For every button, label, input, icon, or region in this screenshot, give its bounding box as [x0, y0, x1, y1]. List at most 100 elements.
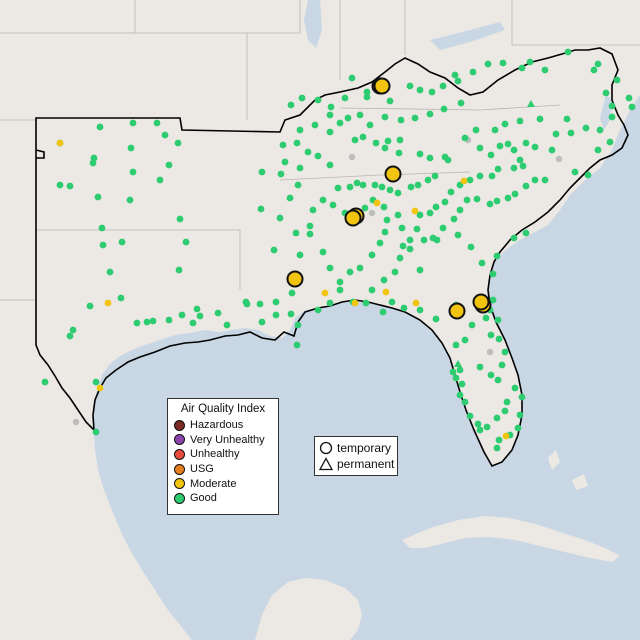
- station-good-marker[interactable]: [426, 209, 434, 217]
- station-good-marker[interactable]: [165, 161, 173, 169]
- station-good-marker[interactable]: [416, 150, 424, 158]
- station-good-marker[interactable]: [117, 294, 125, 302]
- station-good-marker[interactable]: [258, 318, 266, 326]
- station-good-marker[interactable]: [326, 264, 334, 272]
- station-good-marker[interactable]: [567, 129, 575, 137]
- station-good-marker[interactable]: [386, 97, 394, 105]
- station-good-marker[interactable]: [92, 428, 100, 436]
- station-good-marker[interactable]: [326, 299, 334, 307]
- station-good-marker[interactable]: [424, 176, 432, 184]
- station-good-marker[interactable]: [304, 148, 312, 156]
- station-good-marker[interactable]: [606, 138, 614, 146]
- station-no-data-marker[interactable]: [555, 155, 563, 163]
- station-good-marker[interactable]: [326, 111, 334, 119]
- station-good-marker[interactable]: [594, 60, 602, 68]
- station-no-data-marker[interactable]: [72, 418, 80, 426]
- station-good-marker[interactable]: [441, 198, 449, 206]
- station-good-marker[interactable]: [531, 143, 539, 151]
- station-good-marker[interactable]: [336, 278, 344, 286]
- station-good-marker[interactable]: [196, 312, 204, 320]
- station-good-marker[interactable]: [306, 222, 314, 230]
- station-good-marker[interactable]: [356, 264, 364, 272]
- station-good-marker[interactable]: [388, 298, 396, 306]
- station-moderate-temporary-marker[interactable]: [344, 209, 362, 227]
- station-good-marker[interactable]: [314, 152, 322, 160]
- station-good-marker[interactable]: [456, 391, 464, 399]
- station-good-marker[interactable]: [494, 165, 502, 173]
- station-good-marker[interactable]: [149, 317, 157, 325]
- station-good-marker[interactable]: [336, 286, 344, 294]
- station-good-marker[interactable]: [406, 236, 414, 244]
- station-good-marker[interactable]: [380, 276, 388, 284]
- station-good-marker[interactable]: [363, 88, 371, 96]
- station-good-marker[interactable]: [396, 254, 404, 262]
- station-good-marker[interactable]: [416, 306, 424, 314]
- station-good-marker[interactable]: [386, 186, 394, 194]
- station-good-marker[interactable]: [504, 140, 512, 148]
- station-good-marker[interactable]: [489, 296, 497, 304]
- station-good-marker[interactable]: [272, 298, 280, 306]
- station-good-marker[interactable]: [476, 426, 484, 434]
- station-good-marker[interactable]: [398, 224, 406, 232]
- station-good-marker[interactable]: [66, 332, 74, 340]
- station-good-marker[interactable]: [416, 266, 424, 274]
- station-good-marker[interactable]: [406, 245, 414, 253]
- station-good-marker[interactable]: [394, 189, 402, 197]
- station-good-marker[interactable]: [298, 94, 306, 102]
- station-good-marker[interactable]: [522, 182, 530, 190]
- station-moderate-marker[interactable]: [411, 207, 419, 215]
- station-good-marker[interactable]: [359, 181, 367, 189]
- station-good-marker[interactable]: [439, 224, 447, 232]
- station-good-marker[interactable]: [454, 231, 462, 239]
- station-good-marker[interactable]: [276, 214, 284, 222]
- station-good-marker[interactable]: [292, 229, 300, 237]
- station-good-marker[interactable]: [489, 270, 497, 278]
- station-good-marker[interactable]: [129, 119, 137, 127]
- station-moderate-marker[interactable]: [373, 199, 381, 207]
- station-good-marker[interactable]: [363, 93, 371, 101]
- station-good-marker[interactable]: [510, 146, 518, 154]
- station-moderate-marker[interactable]: [460, 177, 468, 185]
- station-good-marker[interactable]: [608, 102, 616, 110]
- station-good-marker[interactable]: [272, 311, 280, 319]
- station-good-marker[interactable]: [319, 196, 327, 204]
- station-good-marker[interactable]: [294, 181, 302, 189]
- station-good-marker[interactable]: [488, 172, 496, 180]
- station-good-marker[interactable]: [522, 229, 530, 237]
- station-good-marker[interactable]: [368, 251, 376, 259]
- station-good-marker[interactable]: [326, 161, 334, 169]
- station-good-marker[interactable]: [336, 119, 344, 127]
- station-good-marker[interactable]: [541, 176, 549, 184]
- station-good-marker[interactable]: [257, 205, 265, 213]
- station-good-marker[interactable]: [487, 371, 495, 379]
- station-good-marker[interactable]: [476, 363, 484, 371]
- station-good-marker[interactable]: [433, 236, 441, 244]
- station-good-marker[interactable]: [484, 60, 492, 68]
- station-good-marker[interactable]: [454, 77, 462, 85]
- station-good-marker[interactable]: [381, 113, 389, 121]
- station-good-marker[interactable]: [319, 248, 327, 256]
- station-no-data-marker[interactable]: [368, 209, 376, 217]
- station-good-marker[interactable]: [407, 183, 415, 191]
- station-good-marker[interactable]: [503, 398, 511, 406]
- station-good-marker[interactable]: [495, 436, 503, 444]
- station-good-marker[interactable]: [469, 68, 477, 76]
- station-good-marker[interactable]: [287, 310, 295, 318]
- station-good-marker[interactable]: [501, 120, 509, 128]
- station-good-marker[interactable]: [243, 300, 251, 308]
- station-good-marker[interactable]: [346, 183, 354, 191]
- station-good-marker[interactable]: [494, 316, 502, 324]
- station-good-marker[interactable]: [501, 348, 509, 356]
- station-good-marker[interactable]: [493, 197, 501, 205]
- station-good-marker[interactable]: [379, 308, 387, 316]
- station-good-marker[interactable]: [458, 380, 466, 388]
- station-good-marker[interactable]: [311, 121, 319, 129]
- station-good-marker[interactable]: [426, 154, 434, 162]
- station-good-marker[interactable]: [279, 141, 287, 149]
- station-good-marker[interactable]: [510, 234, 518, 242]
- station-good-marker[interactable]: [563, 115, 571, 123]
- station-good-marker[interactable]: [564, 48, 572, 56]
- station-good-marker[interactable]: [129, 168, 137, 176]
- station-good-marker[interactable]: [193, 305, 201, 313]
- station-good-marker[interactable]: [519, 162, 527, 170]
